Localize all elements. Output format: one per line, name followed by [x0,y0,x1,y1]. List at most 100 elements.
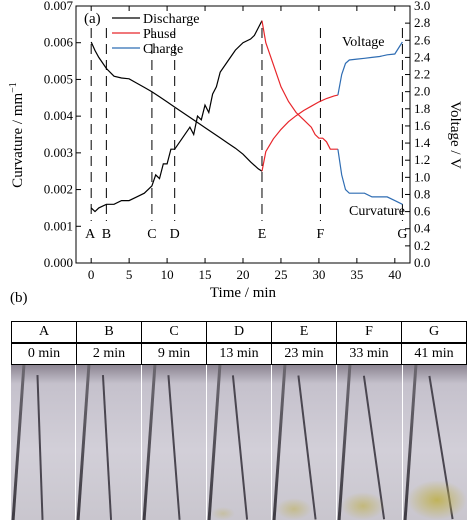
y-right-tick-label: 2.4 [414,49,431,64]
frame-time-d: 13 min [206,343,272,365]
x-tick-label: 15 [199,267,212,282]
electrode-edge [142,365,156,520]
electrode-edge [11,365,26,520]
frame-time-f: 33 min [336,343,402,365]
x-tick-label: 40 [388,267,401,282]
frame-time-e: 23 min [271,343,337,365]
frame-photo-b [76,365,141,520]
deposit-stain [210,507,235,520]
y-left-tick-label: 0.001 [44,218,73,233]
series-discharge-voltage [90,41,263,172]
marker-label-a: A [85,227,96,242]
actuator-strip [36,375,44,520]
frame-time-a: 0 min [11,343,77,365]
frame-time-b: 2 min [76,343,142,365]
y-right-tick-label: 0.0 [414,255,430,270]
actuator-strip [232,375,249,520]
electrode-edge [272,365,287,520]
marker-label-e: E [258,227,267,242]
marker-label-d: D [170,227,180,242]
frame-time-row: 0 min 2 min 9 min 13 min 23 min 33 min 41 min [11,343,467,365]
x-axis-label: Time / min [210,285,277,301]
frame-letter-d: D [206,321,272,343]
frame-time-c: 9 min [141,343,207,365]
series-charge-voltage [337,41,403,96]
y-right-tick-label: 0.6 [414,204,431,219]
marker-label-f: F [317,227,325,242]
frame-letter-f: F [336,321,402,343]
y-left-tick-label: 0.007 [44,0,74,13]
deposit-stain [406,480,467,520]
y-right-tick-label: 0.4 [414,221,431,236]
x-tick-label: 35 [350,267,363,282]
y-right-tick-label: 1.2 [414,152,430,167]
frame-letter-g: G [401,321,467,343]
y-left-tick-label: 0.000 [44,255,73,270]
axis-ticks: 0 5 10 15 20 25 30 35 400.0000.0010.0020.0030.00… [44,0,431,282]
y-left-tick-label: 0.004 [44,108,74,123]
y-right-tick-label: 2.2 [414,67,430,82]
frame-letter-e: E [271,321,337,343]
frame-letter-a: A [11,321,77,343]
frame-letter-c: C [141,321,207,343]
y-right-tick-label: 2.8 [414,15,430,30]
y-right-tick-label: 1.4 [414,135,431,150]
frame-photo-c [141,365,206,520]
y-right-tick-label: 0.2 [414,238,430,253]
marker-label-c: C [147,227,156,242]
frame-photo-d [206,365,272,520]
y-left-tick-label: 0.003 [44,145,73,160]
y-right-tick-label: 2.0 [414,84,430,99]
x-tick-label: 20 [237,267,250,282]
frame-photo-a [11,365,76,520]
panel-label-b: (b) [10,290,28,306]
y-left-axis-label-text: Curvature / mm [10,92,26,187]
x-tick-label: 0 [88,267,95,282]
deposit-stain [276,498,313,520]
x-tick-label: 10 [161,267,174,282]
series-pause-curvature [261,20,338,150]
frame-photo-g [402,365,467,520]
x-tick-label: 5 [126,267,133,282]
panel-label-a: (a) [84,11,101,27]
plot-area [75,5,411,264]
actuator-strip [101,375,112,520]
y-left-tick-label: 0.002 [44,182,73,197]
y-right-tick-label: 1.8 [414,101,430,116]
x-tick-label: 25 [274,267,287,282]
marker-label-g: G [397,227,407,242]
annotation-curvature: Curvature [349,204,405,219]
annotation-voltage: Voltage [342,35,385,50]
frame-photo-row [11,365,467,520]
legend-label-discharge: Discharge [143,12,200,27]
series-charge-curvature [337,149,403,205]
y-right-tick-label: 1.0 [414,169,430,184]
y-right-axis-label: Voltage / V [447,101,463,169]
y-left-axis-label-sup: −1 [8,82,19,93]
x-tick-label: 30 [312,267,325,282]
y-left-tick-label: 0.006 [44,35,74,50]
frame-time-g: 41 min [401,343,467,365]
legend-label-charge: Charge [143,42,183,57]
marker-label-b: B [102,227,111,242]
y-right-tick-label: 3.0 [414,0,430,13]
y-right-tick-label: 1.6 [414,118,431,133]
series-lines [90,20,403,213]
y-right-tick-label: 0.8 [414,186,430,201]
frame-photo-e [272,365,337,520]
deposit-stain [341,492,386,520]
y-left-tick-label: 0.005 [44,71,73,86]
legend-label-pause: Pause [143,27,176,42]
y-left-axis-label: Curvature / mm−1 [8,82,26,188]
series-discharge-curvature [90,20,263,213]
electrode-edge [76,365,91,520]
electrode-edge [207,365,222,520]
y-right-tick-label: 2.6 [414,32,431,47]
actuator-strip [167,375,181,520]
series-pause-voltage [261,94,339,172]
